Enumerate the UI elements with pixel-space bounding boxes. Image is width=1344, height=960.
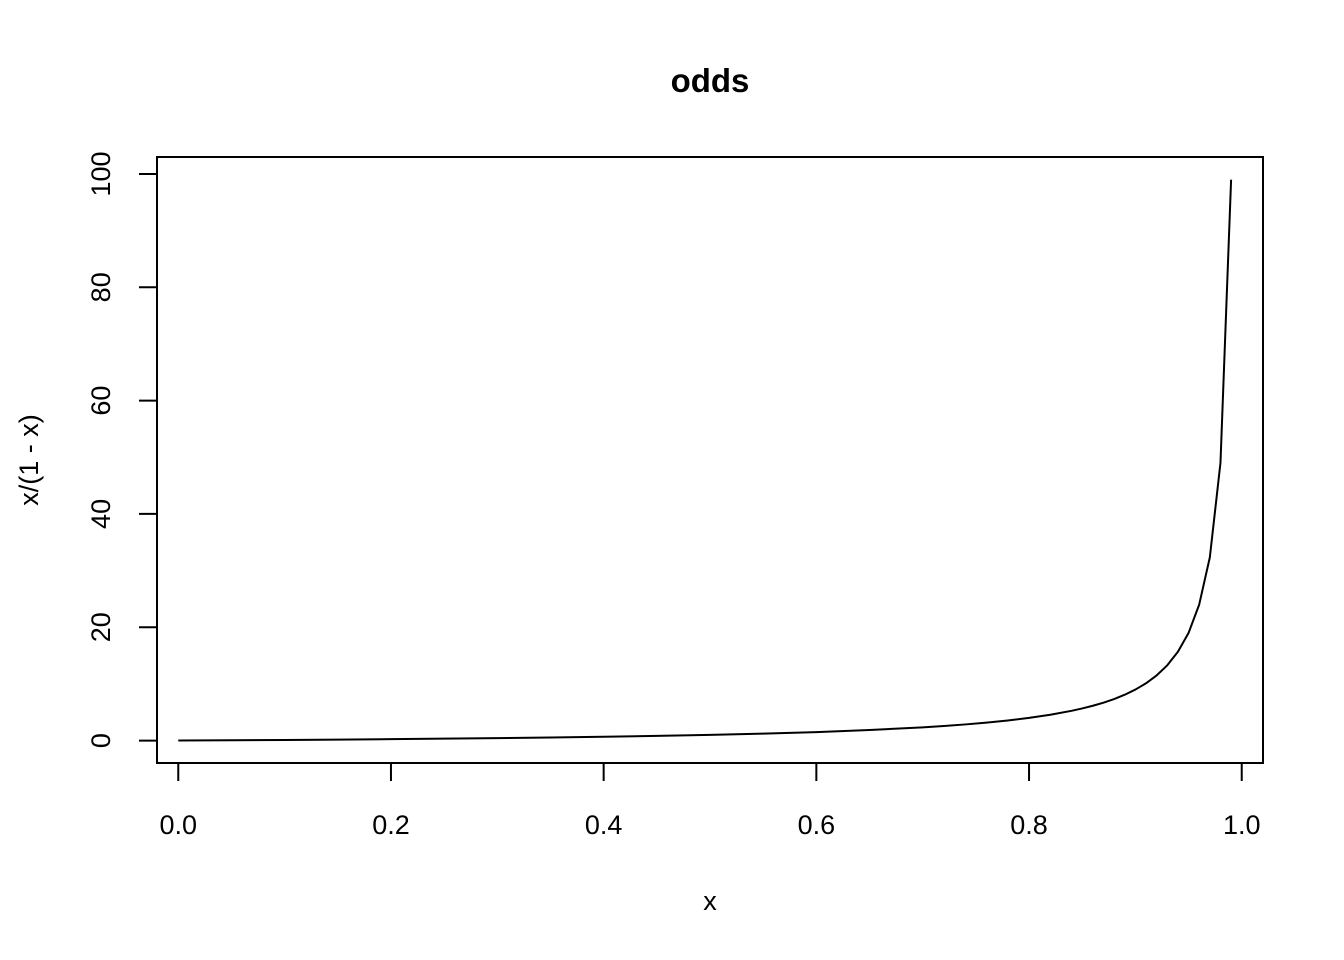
- y-tick-label: 40: [86, 499, 116, 529]
- y-tick-label: 60: [86, 386, 116, 416]
- x-axis: 0.0 0.2 0.4 0.6 0.8 1.0: [159, 762, 1261, 840]
- x-tick-label: 0.6: [798, 810, 836, 840]
- series-group: [178, 179, 1233, 742]
- y-tick-label: 20: [86, 612, 116, 642]
- x-tick-label: 0.8: [1010, 810, 1048, 840]
- x-tick-label: 0.0: [159, 810, 197, 840]
- x-axis-label: x: [703, 886, 717, 916]
- x-tick-label: 1.0: [1223, 810, 1261, 840]
- x-tick-label: 0.2: [372, 810, 410, 840]
- y-tick-label: 80: [86, 272, 116, 302]
- plot-frame: [156, 156, 1264, 764]
- series-line: [178, 179, 1233, 742]
- chart-title: odds: [671, 62, 750, 99]
- y-tick-label: 100: [86, 151, 116, 196]
- y-axis: 0 20 40 60 80 100: [86, 151, 158, 748]
- y-tick-label: 0: [86, 733, 116, 748]
- y-axis-label: x/(1 - x): [14, 414, 44, 506]
- x-tick-label: 0.4: [585, 810, 623, 840]
